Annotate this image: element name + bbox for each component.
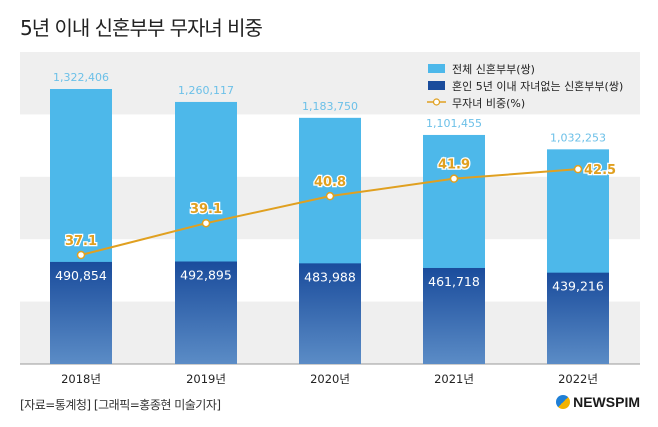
chart-title: 5년 이내 신혼부부 무자녀 비중 <box>20 16 263 40</box>
label-childless: 490,854 <box>55 268 107 283</box>
x-tick-label: 2020년 <box>310 372 350 386</box>
label-childless: 483,988 <box>304 269 356 284</box>
legend-label-total: 전체 신혼부부(쌍) <box>452 63 535 76</box>
ratio-label: 37.1 <box>65 234 97 249</box>
ratio-label: 39.1 <box>190 202 222 217</box>
logo-text: NEWSPIM <box>573 394 640 410</box>
label-total: 1,183,750 <box>302 100 358 113</box>
legend-label-ratio: 무자녀 비중(%) <box>452 97 525 110</box>
ratio-point <box>325 191 335 201</box>
x-tick-label: 2022년 <box>558 372 598 386</box>
ratio-point <box>573 164 583 174</box>
ratio-point <box>76 250 86 260</box>
ratio-label: 42.5 <box>584 163 616 178</box>
legend-marker-ratio <box>432 98 441 106</box>
x-tick-label: 2021년 <box>434 372 474 386</box>
bar-childless <box>299 263 361 364</box>
grid-band <box>20 52 640 115</box>
bar-childless <box>547 272 609 364</box>
label-total: 1,101,455 <box>426 117 482 130</box>
label-childless: 461,718 <box>428 274 480 289</box>
label-total: 1,032,253 <box>550 131 606 144</box>
ratio-point <box>449 174 459 183</box>
x-tick-label: 2019년 <box>186 372 226 386</box>
source-credit: [자료=통계청] [그래픽=홍종현 미술기자] <box>20 398 221 412</box>
ratio-label: 40.8 <box>314 175 346 190</box>
legend-label-childless: 혼인 5년 이내 자녀없는 신혼부부(쌍) <box>452 80 623 93</box>
x-tick-label: 2018년 <box>61 372 101 386</box>
logo-icon <box>556 395 571 409</box>
label-childless: 492,895 <box>180 268 232 283</box>
ratio-label: 41.9 <box>438 158 470 173</box>
bar-childless <box>175 261 237 364</box>
legend-swatch-total <box>428 64 445 73</box>
bar-childless <box>50 261 112 364</box>
legend-swatch-childless <box>428 81 445 90</box>
label-total: 1,260,117 <box>178 84 234 97</box>
newspim-logo: NEWSPIM <box>556 394 640 410</box>
ratio-point <box>201 218 211 228</box>
bar-childless <box>423 267 485 364</box>
label-total: 1,322,406 <box>53 71 109 84</box>
label-childless: 439,216 <box>552 279 604 294</box>
